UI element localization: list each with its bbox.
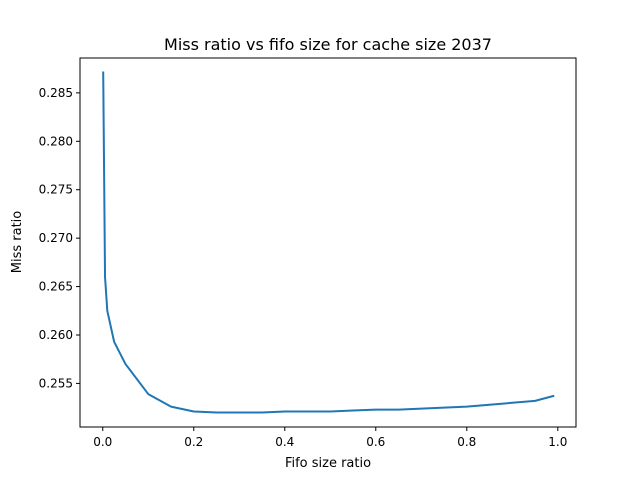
chart-title: Miss ratio vs fifo size for cache size 2…: [164, 35, 492, 54]
y-tick-label: 0.270: [39, 231, 73, 245]
y-axis-ticks: 0.255 0.260 0.265 0.270 0.275 0.280 0.285: [39, 86, 80, 390]
x-tick-label: 0.0: [93, 435, 112, 449]
y-tick-label: 0.255: [39, 376, 73, 390]
series-layer: [102, 71, 555, 414]
y-tick-label: 0.265: [39, 280, 73, 294]
x-tick-label: 0.6: [366, 435, 385, 449]
series-line: [102, 71, 555, 414]
x-tick-label: 0.8: [457, 435, 476, 449]
y-tick-label: 0.280: [39, 134, 73, 148]
y-axis-label: Miss ratio: [10, 211, 25, 274]
x-axis-ticks: 0.0 0.2 0.4 0.6 0.8 1.0: [93, 427, 567, 449]
y-tick-label: 0.275: [39, 183, 73, 197]
x-tick-label: 1.0: [548, 435, 567, 449]
y-tick-label: 0.260: [39, 328, 73, 342]
x-tick-label: 0.4: [275, 435, 294, 449]
x-tick-label: 0.2: [184, 435, 203, 449]
x-axis-label: Fifo size ratio: [285, 456, 371, 471]
axes-frame: [79, 57, 577, 428]
y-tick-label: 0.285: [39, 86, 73, 100]
